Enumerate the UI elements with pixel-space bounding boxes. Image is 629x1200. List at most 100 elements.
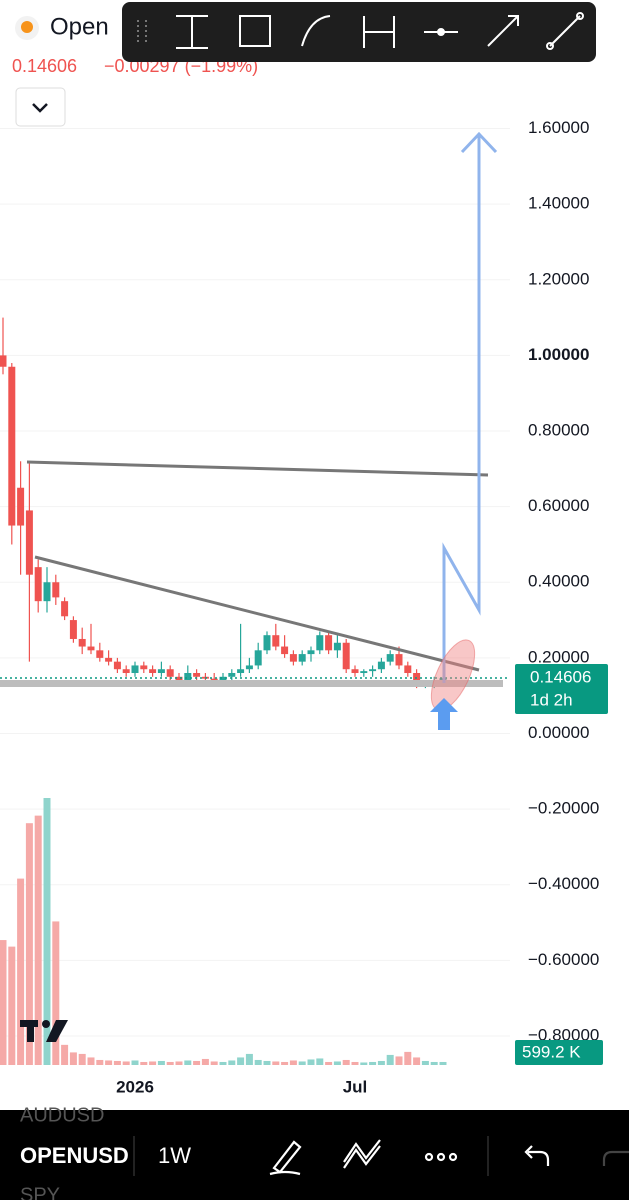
- redo-button[interactable]: [602, 1150, 629, 1166]
- volume-bar: [377, 1060, 385, 1065]
- volume-bar: [413, 1057, 421, 1065]
- price-box: [515, 664, 608, 714]
- candle-body: [272, 635, 280, 647]
- candle-body: [245, 665, 253, 670]
- volume-bar: [316, 1058, 324, 1065]
- candle-body: [0, 355, 7, 367]
- volume-bar: [43, 798, 51, 1065]
- volume-label: 599.2 K: [522, 1042, 581, 1061]
- patterns-button[interactable]: [343, 1139, 381, 1169]
- candle-body: [87, 646, 95, 651]
- tool-curve[interactable]: [301, 15, 331, 47]
- candle-body: [149, 669, 157, 674]
- next-symbol[interactable]: SPY: [20, 1184, 60, 1200]
- collapse-button[interactable]: [15, 87, 66, 127]
- bottom-bar: [0, 1110, 629, 1200]
- candle-body: [193, 673, 201, 677]
- candle-body: [61, 601, 69, 617]
- candle-body: [281, 646, 289, 655]
- candle-body: [131, 665, 139, 674]
- tool-range[interactable]: [363, 16, 395, 48]
- volume-bar: [281, 1061, 289, 1065]
- candle-body: [25, 510, 33, 575]
- draw-button[interactable]: [269, 1140, 302, 1176]
- tool-arrow[interactable]: [487, 15, 519, 47]
- volume-box: [515, 1040, 603, 1065]
- last-price: 0.14606: [12, 56, 77, 76]
- candle-body: [140, 665, 148, 670]
- projection-path: [442, 135, 481, 683]
- candle-body: [254, 650, 262, 666]
- volume-bar: [201, 1058, 209, 1065]
- volume-bar: [245, 1053, 253, 1065]
- volume-bar: [439, 1061, 447, 1065]
- logo-mark: [21, 21, 33, 33]
- candle-body: [351, 669, 359, 674]
- candle-body: [360, 671, 368, 674]
- volume-bar: [69, 1052, 77, 1065]
- volume-bar: [360, 1062, 368, 1065]
- undo-button[interactable]: [524, 1145, 550, 1166]
- chevron-icon: [32, 103, 48, 113]
- y-tick-label: 1.20000: [528, 269, 589, 288]
- countdown: 1d 2h: [530, 690, 573, 709]
- volume-bar: [157, 1060, 165, 1065]
- volume-bar: [386, 1054, 394, 1065]
- volume-bar: [421, 1060, 429, 1065]
- candle-body: [175, 676, 183, 681]
- volume-bar: [52, 921, 60, 1065]
- y-tick-label: −0.20000: [528, 799, 599, 818]
- candle-body: [325, 635, 333, 651]
- toolbar-icons: [137, 12, 584, 50]
- tool-measure[interactable]: [176, 15, 208, 49]
- y-tick-label: 1.40000: [528, 194, 589, 213]
- volume-bar: [219, 1061, 227, 1065]
- candle-body: [395, 654, 403, 666]
- candle-body: [263, 635, 271, 651]
- interval-button[interactable]: 1W: [158, 1143, 191, 1168]
- y-tick-label: −0.60000: [528, 950, 599, 969]
- symbol: Open: [50, 13, 109, 40]
- volume-bar: [113, 1060, 121, 1065]
- candle-body: [105, 657, 113, 662]
- volume-bar: [131, 1060, 139, 1065]
- candle-body: [404, 665, 412, 674]
- more-button[interactable]: [424, 1152, 458, 1162]
- bar-icons: [269, 1136, 629, 1176]
- symbol-button[interactable]: OPENUSD: [20, 1143, 129, 1168]
- volume-bar: [369, 1061, 377, 1065]
- candle-body: [8, 366, 16, 526]
- tool-hline[interactable]: [424, 28, 458, 36]
- candle-body: [377, 661, 385, 670]
- volume-bar: [105, 1060, 113, 1065]
- drawing-toolbar: [122, 2, 596, 62]
- y-tick-label: −0.40000: [528, 874, 599, 893]
- tool-rectangle[interactable]: [239, 15, 271, 47]
- y-tick-label: 0.60000: [528, 496, 589, 515]
- candle-body: [34, 567, 42, 602]
- candle-body: [316, 635, 324, 651]
- volume-bar: [17, 878, 25, 1065]
- candle-body: [96, 650, 104, 658]
- volume-bar: [272, 1061, 280, 1065]
- volume-bar: [333, 1061, 341, 1065]
- prev-symbol[interactable]: AUDUSD: [20, 1104, 104, 1126]
- volume-bar: [0, 940, 7, 1065]
- y-tick-label: −0.80000: [528, 1025, 599, 1044]
- volume-bar: [34, 815, 42, 1065]
- volume-bar: [87, 1057, 95, 1065]
- volume-bar: [289, 1060, 297, 1065]
- candle-body: [237, 669, 245, 674]
- tool-trendline[interactable]: [546, 12, 584, 50]
- trend-line: [34, 555, 480, 672]
- candle-body: [17, 487, 25, 526]
- trend-line: [26, 460, 489, 477]
- candle-body: [228, 673, 236, 677]
- candle-body: [369, 669, 377, 672]
- volume-bar: [166, 1061, 174, 1065]
- price-box-value: 0.14606: [530, 667, 591, 686]
- candle-body: [69, 620, 77, 639]
- candle-body: [289, 654, 297, 662]
